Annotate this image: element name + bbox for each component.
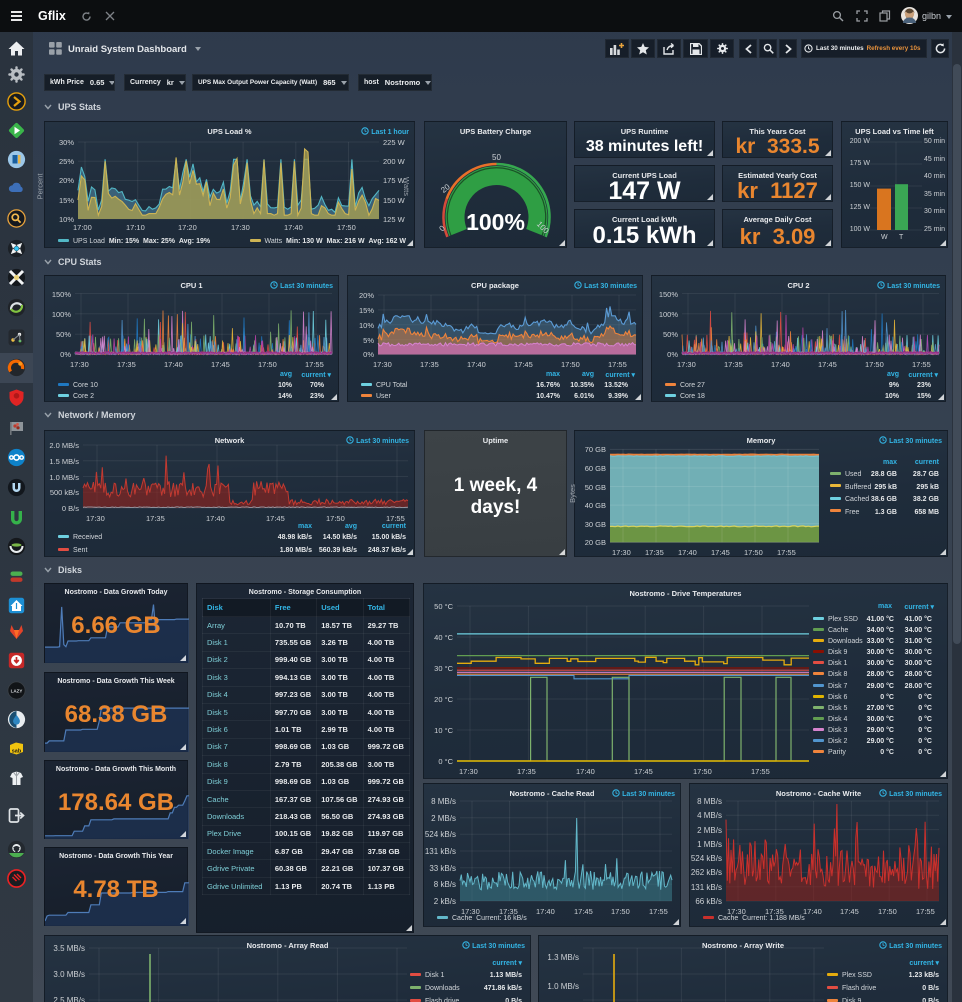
svg-text:LAZY: LAZY xyxy=(11,688,23,693)
svg-text:sab: sab xyxy=(12,749,22,755)
